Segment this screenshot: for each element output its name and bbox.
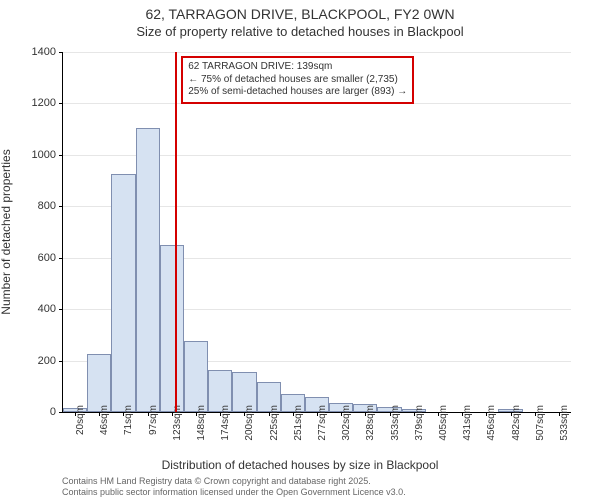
histogram-bar <box>184 341 208 412</box>
marker-line <box>175 52 177 412</box>
x-axis-label: Distribution of detached houses by size … <box>0 458 600 472</box>
y-tickmark <box>59 309 63 310</box>
histogram-bar <box>111 174 135 412</box>
x-tick-label: 20sqm <box>75 405 86 435</box>
x-tick-label: 533sqm <box>559 405 570 441</box>
x-tick-label: 71sqm <box>123 405 134 435</box>
x-tick-label: 123sqm <box>172 405 183 441</box>
y-tick-label: 1000 <box>0 149 56 161</box>
x-tick-label: 225sqm <box>269 405 280 441</box>
gridline <box>63 52 571 53</box>
y-tick-label: 1400 <box>0 46 56 58</box>
histogram-bar <box>160 245 184 412</box>
chart-subtitle: Size of property relative to detached ho… <box>0 22 600 43</box>
annotation-box: 62 TARRAGON DRIVE: 139sqm← 75% of detach… <box>181 56 414 104</box>
x-tick-label: 456sqm <box>486 405 497 441</box>
y-tick-label: 1200 <box>0 97 56 109</box>
chart-title: 62, TARRAGON DRIVE, BLACKPOOL, FY2 0WN <box>0 0 600 22</box>
x-tick-label: 353sqm <box>390 405 401 441</box>
y-tick-label: 800 <box>0 200 56 212</box>
x-tick-label: 46sqm <box>99 405 110 435</box>
x-tick-label: 277sqm <box>317 405 328 441</box>
x-tick-label: 97sqm <box>148 405 159 435</box>
plot-area: 20sqm46sqm71sqm97sqm123sqm148sqm174sqm20… <box>62 52 571 413</box>
histogram-bar <box>87 354 111 412</box>
y-tickmark <box>59 412 63 413</box>
y-tick-label: 0 <box>0 406 56 418</box>
y-tick-label: 600 <box>0 252 56 264</box>
x-tick-label: 405sqm <box>438 405 449 441</box>
x-tick-label: 328sqm <box>365 405 376 441</box>
x-tick-label: 174sqm <box>220 405 231 441</box>
x-tick-label: 507sqm <box>535 405 546 441</box>
histogram-bar <box>136 128 160 412</box>
x-tick-label: 148sqm <box>196 405 207 441</box>
y-tickmark <box>59 155 63 156</box>
license-line-2: Contains public sector information licen… <box>62 487 406 498</box>
annotation-line-1: 62 TARRAGON DRIVE: 139sqm <box>188 61 407 74</box>
y-tickmark <box>59 206 63 207</box>
x-tick-label: 379sqm <box>414 405 425 441</box>
license-line-1: Contains HM Land Registry data © Crown c… <box>62 476 406 487</box>
x-tick-label: 251sqm <box>293 405 304 441</box>
y-tick-label: 200 <box>0 355 56 367</box>
gridline <box>63 103 571 104</box>
x-tick-label: 482sqm <box>511 405 522 441</box>
y-axis-label: Number of detached properties <box>0 149 13 314</box>
license-text: Contains HM Land Registry data © Crown c… <box>62 476 406 498</box>
annotation-line-2: ← 75% of detached houses are smaller (2,… <box>188 74 407 87</box>
y-tickmark <box>59 103 63 104</box>
y-tick-label: 400 <box>0 303 56 315</box>
y-tickmark <box>59 361 63 362</box>
y-tickmark <box>59 258 63 259</box>
annotation-line-3: 25% of semi-detached houses are larger (… <box>188 86 407 99</box>
x-tick-label: 302sqm <box>341 405 352 441</box>
x-tick-label: 431sqm <box>462 405 473 441</box>
x-tick-label: 200sqm <box>244 405 255 441</box>
histogram-chart: 62, TARRAGON DRIVE, BLACKPOOL, FY2 0WN S… <box>0 0 600 500</box>
y-tickmark <box>59 52 63 53</box>
